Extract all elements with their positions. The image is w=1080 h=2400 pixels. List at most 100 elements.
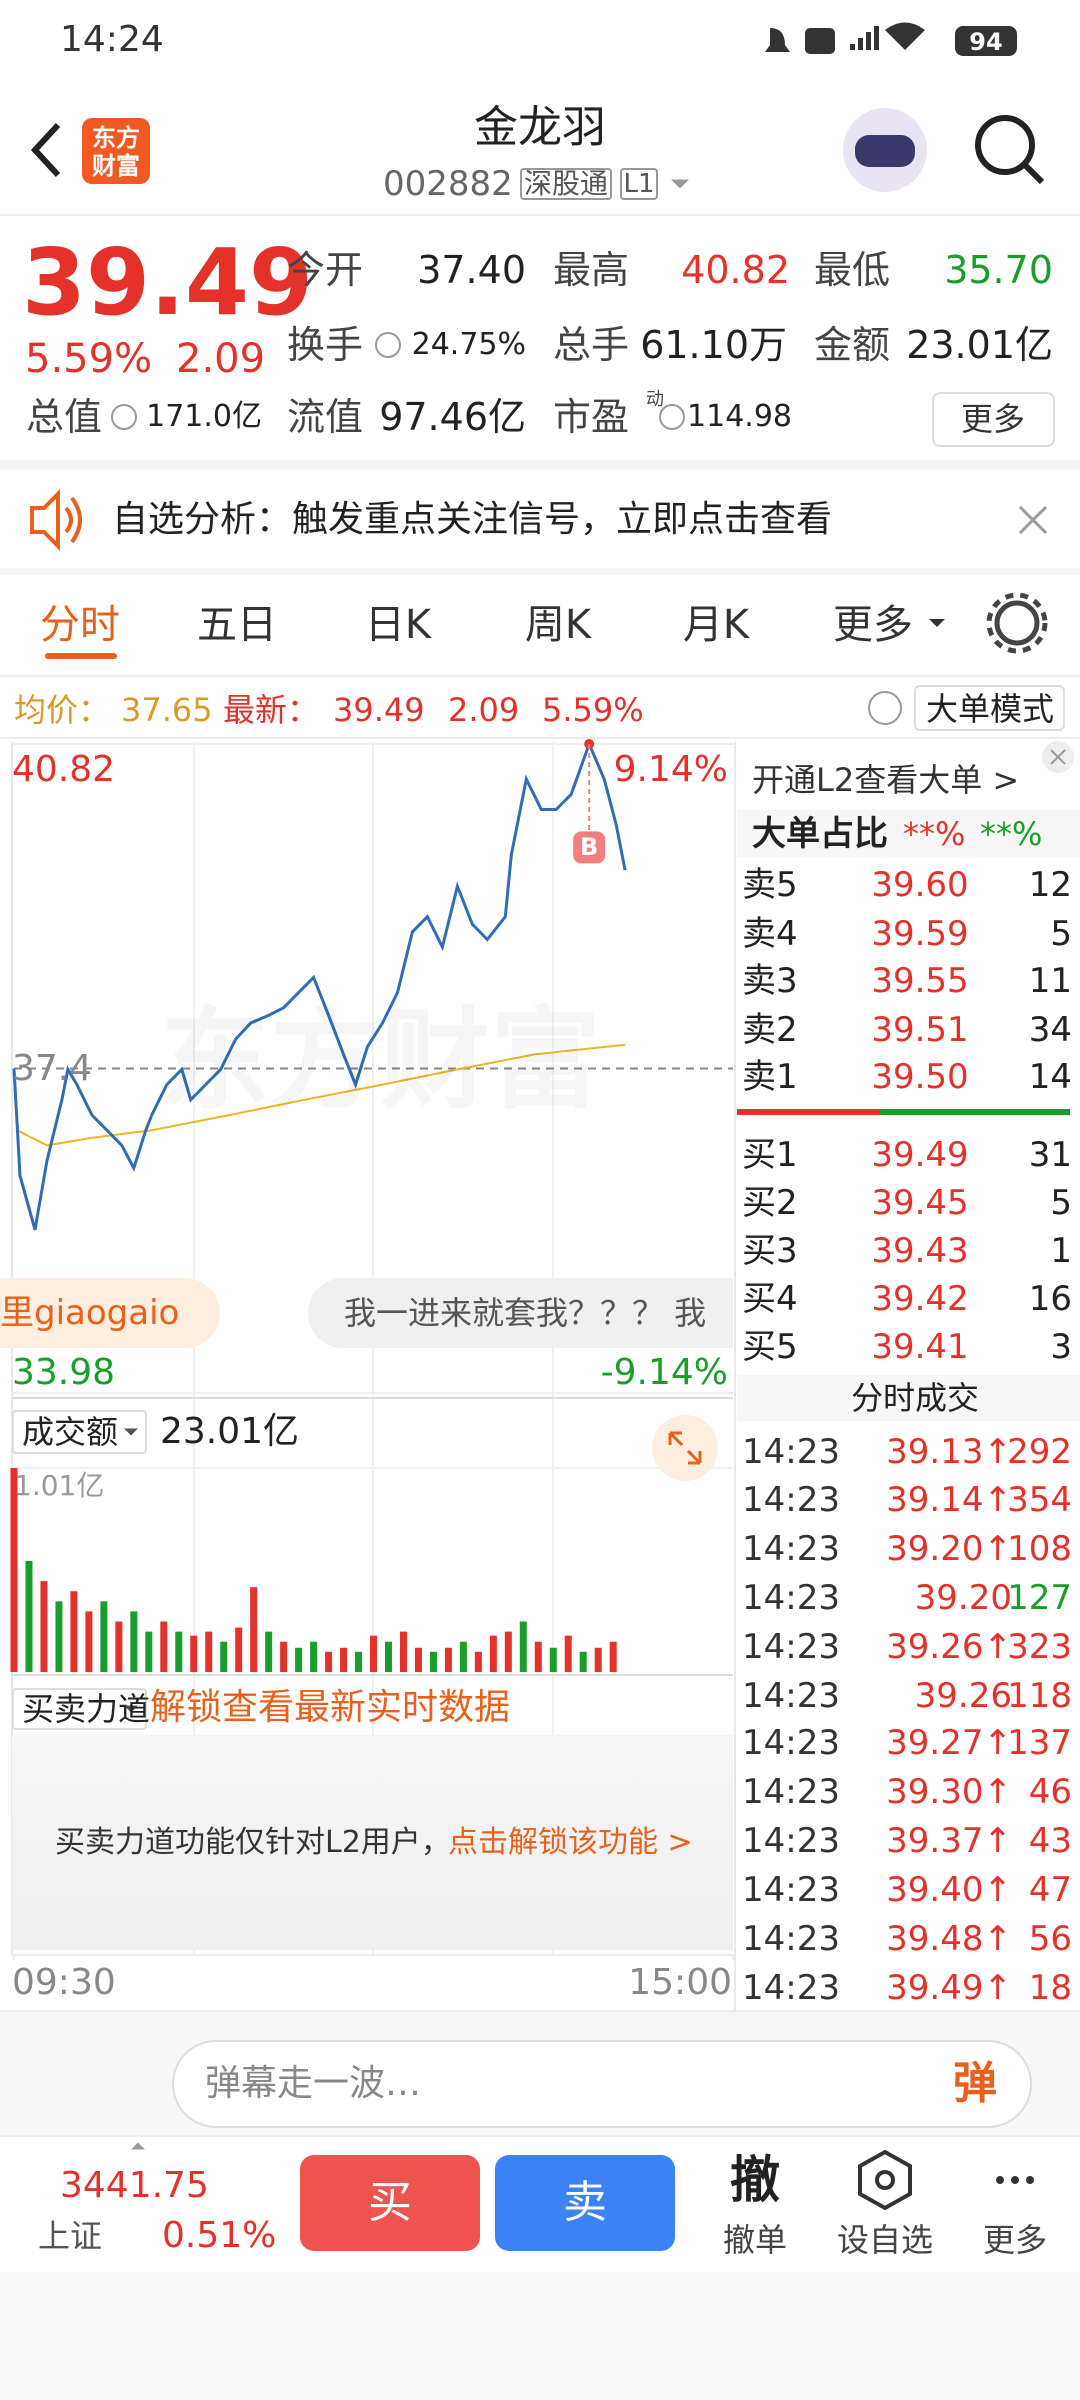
trades-title: 分时成交 [850, 1379, 980, 1417]
field-value: 35.70 [944, 248, 1053, 292]
buy-label[interactable]: 买 [368, 2177, 412, 2228]
band [0, 568, 1080, 575]
volume-selector[interactable]: 成交额 [22, 1413, 119, 1451]
battery-level: 94 [969, 28, 1003, 56]
tab[interactable]: 月K [682, 602, 750, 648]
stock-name: 金龙羽 [474, 102, 606, 153]
more-nav-label[interactable]: 更多 [982, 2221, 1048, 2259]
volume-bar [175, 1631, 183, 1672]
dropdown-arrow [131, 2142, 145, 2150]
volume-bar [205, 1631, 213, 1672]
field-label: 市盈 [553, 395, 630, 439]
volume-bar [40, 1581, 48, 1672]
index-value: 3441.75 [60, 2165, 209, 2206]
info-icon [659, 404, 685, 430]
tab[interactable]: 更多 [833, 602, 913, 648]
tab[interactable]: 分时 [40, 602, 120, 648]
tab[interactable]: 日K [364, 602, 432, 648]
trade-time: 14:23 [742, 1578, 840, 1618]
spread-bar-down [880, 1109, 1070, 1115]
cancel-label[interactable]: 撤单 [722, 2221, 788, 2259]
search-button [975, 115, 1035, 175]
volume-bar [340, 1647, 348, 1672]
mode-button [914, 685, 1065, 731]
danmaku-bubble: 我一进来就套我？？？ 我 [308, 1278, 733, 1348]
index-name: 上证 [38, 2217, 103, 2255]
ratio-band [737, 810, 1080, 858]
sell-label[interactable]: 卖 [563, 2177, 607, 2228]
watch-icon-dot [875, 2170, 895, 2190]
volume-bar [25, 1560, 33, 1672]
spread-bar-up [737, 1109, 880, 1115]
trade-volume: 354 [1007, 1480, 1072, 1520]
avg-value: 37.65 [121, 691, 213, 729]
dropdown-arrow [124, 1428, 138, 1436]
volume-bar [414, 1647, 422, 1672]
trade-price: 39.40↑ [886, 1870, 1012, 1910]
y-tick-label: 1.01亿 [14, 1469, 105, 1502]
field-label: 今开 [287, 248, 364, 292]
volume-bar [115, 1621, 123, 1672]
more-dot [996, 2176, 1004, 2184]
latest-label: 最新： [223, 691, 320, 729]
volume-bar [549, 1647, 557, 1672]
trade-time: 14:23 [742, 1627, 840, 1667]
trade-price: 39.37↑ [886, 1821, 1012, 1861]
book-level: 卖1 [742, 1057, 798, 1097]
tag-box [520, 168, 612, 200]
volume-bar [55, 1601, 63, 1672]
field-value: 24.75% [411, 327, 526, 362]
volume-bar [145, 1631, 153, 1672]
change: 2.09 [176, 336, 266, 382]
field-label: 金额 [814, 323, 891, 367]
tab-underline [45, 653, 117, 659]
comment-placeholder[interactable]: 弹幕走一波… [205, 2063, 422, 2104]
help-icon [868, 691, 902, 725]
power-selector[interactable]: 买卖力道 [22, 1690, 151, 1728]
book-level: 买1 [742, 1135, 798, 1175]
book-volume: 34 [1028, 1010, 1072, 1050]
back-button [30, 122, 61, 178]
volume-bar [594, 1647, 602, 1672]
volume-bar [100, 1601, 108, 1672]
change-pct: 5.59% [25, 336, 153, 382]
mode-label[interactable]: 大单模式 [925, 690, 1055, 728]
book-price: 39.55 [871, 961, 969, 1001]
y-tick-label: 37.4 [12, 1047, 93, 1089]
settings-button [994, 600, 1040, 646]
book-volume: 1 [1050, 1231, 1072, 1271]
sell-button [495, 2155, 675, 2251]
dropdown-arrow [124, 1705, 138, 1713]
tab[interactable]: 五日 [197, 602, 277, 648]
tab[interactable]: 周K [524, 602, 592, 648]
book-price: 39.59 [871, 914, 969, 954]
watch-label[interactable]: 设自选 [836, 2221, 934, 2259]
trade-volume: 43 [1028, 1821, 1072, 1861]
alert-text[interactable]: 自选分析：触发重点关注信号，立即点击查看 [112, 499, 833, 540]
field-value: 40.82 [681, 248, 790, 292]
latest-value: 39.49 [333, 691, 425, 729]
avg-label: 均价： [14, 691, 111, 729]
book-volume: 14 [1028, 1057, 1072, 1097]
trades-header [737, 1375, 1080, 1421]
trade-price: 39.26 [914, 1676, 1012, 1716]
trade-time: 14:23 [742, 1968, 840, 2008]
danmaku-button[interactable]: 弹 [953, 2058, 997, 2109]
power-link[interactable]: 点击解锁该功能 > [448, 1825, 693, 1860]
volume-bar [444, 1647, 452, 1672]
field-label: 总值 [26, 395, 103, 439]
volume-bar [534, 1641, 542, 1672]
unlock-text[interactable]: 解锁查看最新实时数据 [150, 1687, 511, 1728]
volume-bar [250, 1587, 258, 1672]
more-label[interactable]: 更多 [960, 400, 1026, 438]
volume-bar [130, 1611, 138, 1672]
volume-bar [265, 1631, 273, 1672]
more-dot [1011, 2176, 1019, 2184]
trade-price: 39.49↑ [886, 1968, 1012, 2008]
l2-banner[interactable]: 开通L2查看大单 > [752, 761, 1020, 799]
book-volume: 16 [1028, 1279, 1072, 1319]
tag: 深股通 [523, 167, 609, 200]
volume-bar [429, 1651, 437, 1672]
ratio-buy: **% [903, 815, 966, 853]
